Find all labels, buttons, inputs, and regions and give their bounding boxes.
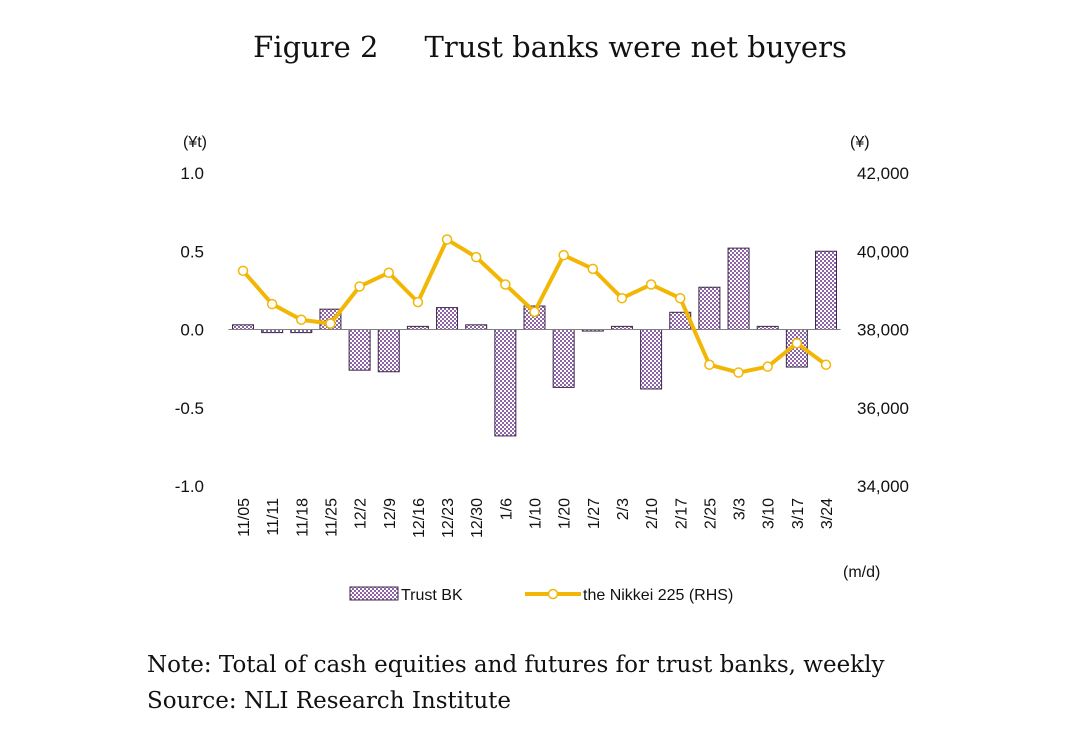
chart-title: Trust banks were net buyers [424,30,847,64]
x-tick-label: 2/3 [615,498,632,520]
nikkei-point [266,298,278,310]
bar-trust-bk [494,329,517,437]
nikkei-point [325,318,336,329]
nikkei-point [296,314,307,325]
right-tick-label: 36,000 [857,399,909,418]
legend: Trust BK the Nikkei 225 (RHS) [349,586,733,604]
figure-label: Figure 2 [253,30,379,64]
legend-label-trust-bk: Trust BK [401,587,463,604]
x-tick-label: 1/20 [557,498,574,529]
left-tick-label: 0.0 [180,321,204,340]
left-axis-ticks: 1.0 0.5 0.0 -0.5 -1.0 [175,164,204,496]
x-tick-label: 1/27 [586,498,603,529]
legend-bar-swatch [349,586,399,601]
bar-trust-bk [436,307,459,330]
right-axis-ticks: 42,000 40,000 38,000 36,000 34,000 [857,164,909,496]
note-text: Note: Total of cash equities and futures… [147,652,885,678]
nikkei-point [587,263,599,275]
chart-area: (¥t) (¥) 1.0 0.5 0.0 -0.5 -1.0 42,000 40,000 3… [175,134,909,604]
nikkei-point [791,337,803,349]
x-tick-label: 1/10 [528,498,545,529]
nikkei-point [383,267,394,279]
nikkei-point [237,265,249,277]
nikkei-point [675,292,686,304]
bar-trust-bk [232,324,254,330]
left-tick-label: 0.5 [180,242,204,261]
x-tick-label: 12/2 [353,498,370,529]
nikkei-point [470,251,482,263]
nikkei-point [704,359,715,370]
x-tick-label: 12/9 [382,498,399,529]
right-tick-label: 42,000 [857,164,909,183]
left-axis-unit: (¥t) [183,134,207,151]
bar-trust-bk [698,286,721,330]
chart-title-row: Figure 2 Trust banks were net buyers [0,30,1072,64]
x-tick-label: 11/11 [265,498,282,536]
legend-label-nikkei: the Nikkei 225 (RHS) [583,587,733,604]
bar-trust-bk [465,324,488,330]
x-tick-label: 2/25 [702,498,719,529]
nikkei-points [237,234,832,378]
nikkei-point [616,292,628,304]
bar-series [232,247,837,437]
x-tick-label: 11/05 [236,498,253,537]
bar-trust-bk [552,329,575,388]
x-axis-labels: 11/05 11/11 11/18 11/25 12/2 12/9 12/16 12/23 12… [236,498,836,538]
right-tick-label: 38,000 [857,321,909,340]
x-tick-label: 11/25 [323,498,340,537]
nikkei-point [762,361,773,372]
right-tick-label: 34,000 [857,477,909,496]
x-tick-label: 1/6 [498,498,515,520]
nikkei-point [820,359,832,370]
right-axis-unit: (¥) [850,134,870,151]
bar-trust-bk [640,329,663,390]
nikkei-point [441,234,453,245]
x-tick-label: 3/3 [732,498,749,520]
x-axis-unit: (m/d) [843,564,880,581]
nikkei-point [529,306,540,318]
nikkei-point [645,279,657,290]
source-text: Source: NLI Research Institute [147,688,512,714]
left-tick-label: -1.0 [175,477,204,496]
left-tick-label: -0.5 [175,399,204,418]
bar-trust-bk [348,329,371,371]
nikkei-point [354,281,365,292]
x-tick-label: 12/30 [469,498,486,538]
nikkei-point [500,279,511,290]
bar-trust-bk [727,247,750,330]
x-tick-label: 12/23 [440,498,457,538]
nikkei-point [558,249,569,261]
x-tick-label: 3/10 [761,498,778,529]
x-tick-label: 12/16 [411,498,428,538]
right-tick-label: 40,000 [857,242,909,261]
x-tick-label: 2/10 [644,498,661,529]
x-tick-label: 3/24 [819,498,836,529]
nikkei-point [733,367,744,378]
bar-trust-bk [815,250,837,330]
left-tick-label: 1.0 [180,164,204,183]
nikkei-point [412,296,424,308]
x-tick-label: 3/17 [790,498,807,529]
x-tick-label: 11/18 [294,498,311,537]
legend-line-marker [547,588,559,600]
x-tick-label: 2/17 [673,498,690,529]
bar-trust-bk [377,329,400,373]
